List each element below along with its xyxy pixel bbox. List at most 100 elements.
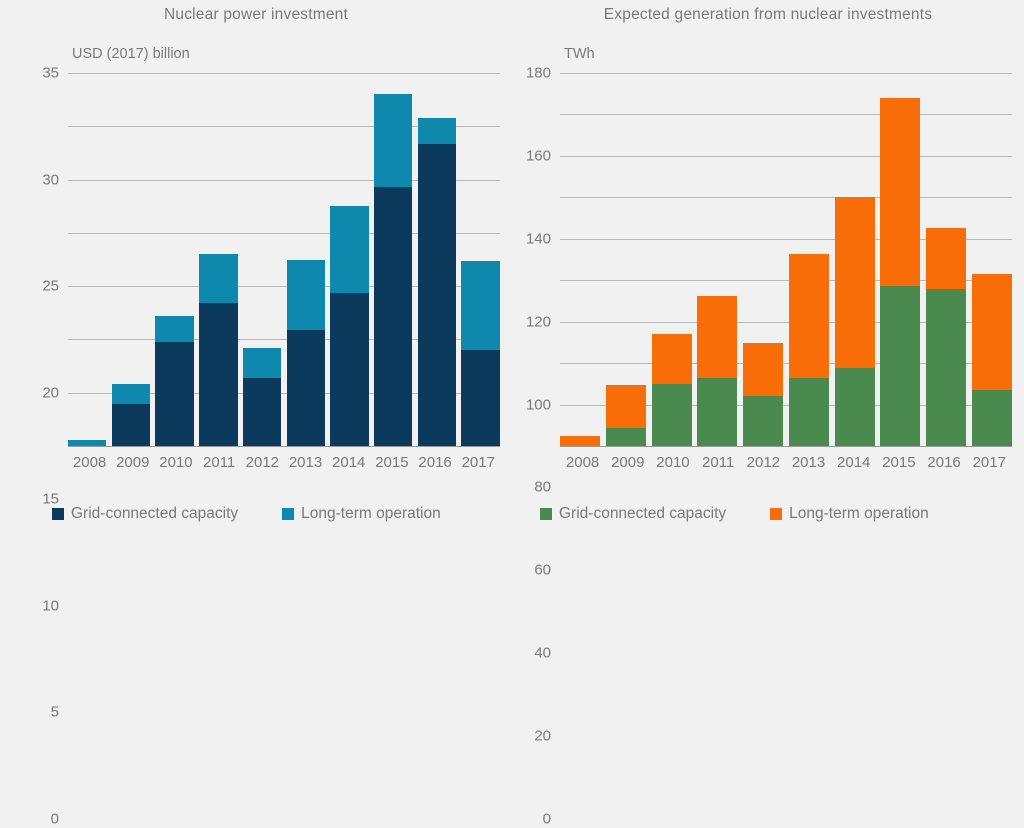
bar-segment-long-term-operation[interactable] bbox=[971, 274, 1012, 391]
right-y-tick-label: 140 bbox=[525, 230, 551, 248]
bar-segment-long-term-operation[interactable] bbox=[743, 343, 784, 397]
right-chart-panel: Expected generation from nuclear investm… bbox=[512, 0, 1024, 828]
bar-column-2013[interactable] bbox=[286, 73, 326, 446]
right-chart-title: Expected generation from nuclear investm… bbox=[603, 6, 933, 23]
bar-segment-grid-connected-capacity[interactable] bbox=[330, 292, 369, 446]
bar-segment-grid-connected-capacity[interactable] bbox=[199, 303, 238, 446]
bar-segment-long-term-operation[interactable] bbox=[880, 97, 921, 287]
left-y-tick-label: 30 bbox=[42, 171, 59, 189]
bar-segment-grid-connected-capacity[interactable] bbox=[417, 144, 457, 446]
left-axis-unit-label: USD (2017) billion bbox=[72, 46, 190, 62]
x-tick-label-2015: 2015 bbox=[882, 454, 916, 471]
bar-segment-long-term-operation[interactable] bbox=[155, 316, 194, 342]
bar-segment-grid-connected-capacity[interactable] bbox=[461, 350, 500, 446]
bar-column-2010[interactable] bbox=[155, 73, 194, 446]
legend-label: Long-term operation bbox=[301, 505, 441, 522]
bar-column-2012[interactable] bbox=[743, 73, 784, 446]
x-tick-label-2010: 2010 bbox=[159, 454, 193, 471]
bar-segment-grid-connected-capacity[interactable] bbox=[697, 377, 738, 446]
bar-segment-long-term-operation[interactable] bbox=[605, 384, 646, 429]
x-tick-label-2008: 2008 bbox=[72, 454, 107, 471]
legend-label: Grid-connected capacity bbox=[71, 505, 239, 522]
bar-segment-long-term-operation[interactable] bbox=[374, 94, 413, 188]
bar-segment-grid-connected-capacity[interactable] bbox=[286, 329, 326, 446]
left-gridline: 35 bbox=[42, 65, 500, 82]
bar-column-2016[interactable] bbox=[417, 73, 457, 446]
bar-segment-long-term-operation[interactable] bbox=[834, 197, 875, 369]
bar-segment-grid-connected-capacity[interactable] bbox=[743, 396, 784, 446]
left-plot-area: 0 5 10 15 20 25 30 35 2008 2009 2010 2011 2012 2013 2… bbox=[42, 65, 500, 828]
left-legend: Grid-connected capacity Long-term operati… bbox=[52, 505, 485, 523]
x-tick-label-2014: 2014 bbox=[332, 454, 366, 471]
legend-item-grid-connected-capacity[interactable]: Grid-connected capacity bbox=[540, 505, 726, 523]
x-tick-label-2016: 2016 bbox=[927, 454, 961, 471]
bar-segment-grid-connected-capacity[interactable] bbox=[834, 368, 875, 446]
bar-segment-grid-connected-capacity[interactable] bbox=[155, 341, 194, 446]
right-y-tick-label: 40 bbox=[534, 644, 551, 662]
bar-segment-long-term-operation[interactable] bbox=[560, 436, 601, 446]
x-tick-label-2017: 2017 bbox=[972, 454, 1006, 471]
bar-segment-long-term-operation[interactable] bbox=[788, 254, 829, 378]
bar-segment-grid-connected-capacity[interactable] bbox=[374, 187, 413, 446]
x-tick-label-2012: 2012 bbox=[746, 454, 781, 471]
x-tick-label-2009: 2009 bbox=[611, 454, 645, 471]
bar-segment-long-term-operation[interactable] bbox=[330, 206, 369, 293]
bar-column-2011[interactable] bbox=[697, 73, 738, 446]
x-tick-label-2013: 2013 bbox=[791, 454, 826, 471]
bar-segment-grid-connected-capacity[interactable] bbox=[242, 377, 282, 446]
bar-column-2017[interactable] bbox=[971, 73, 1012, 446]
bar-segment-long-term-operation[interactable] bbox=[286, 259, 326, 330]
right-bars-group bbox=[560, 73, 1012, 446]
legend-item-long-term-operation[interactable]: Long-term operation bbox=[770, 505, 929, 523]
bar-segment-long-term-operation[interactable] bbox=[461, 260, 500, 351]
bar-column-2015[interactable] bbox=[880, 73, 921, 446]
right-y-tick-label: 120 bbox=[525, 313, 551, 331]
bar-segment-grid-connected-capacity[interactable] bbox=[880, 286, 921, 446]
bar-column-2008[interactable] bbox=[68, 73, 107, 446]
left-y-tick-label: 0 bbox=[50, 810, 59, 828]
bar-segment-long-term-operation[interactable] bbox=[651, 334, 692, 384]
left-x-axis-ticks: 2008 2009 2010 2011 2012 2013 2014 2015 2016 2017 bbox=[68, 454, 500, 471]
left-gridline: 15 bbox=[42, 286, 500, 508]
bar-segment-grid-connected-capacity[interactable] bbox=[605, 428, 646, 446]
bar-segment-long-term-operation[interactable] bbox=[111, 384, 151, 405]
bar-segment-long-term-operation[interactable] bbox=[417, 117, 457, 145]
bar-segment-long-term-operation[interactable] bbox=[926, 228, 967, 289]
bar-column-2009[interactable] bbox=[605, 73, 646, 446]
bar-segment-grid-connected-capacity[interactable] bbox=[651, 383, 692, 446]
bar-column-2008[interactable] bbox=[560, 73, 601, 446]
bar-segment-long-term-operation[interactable] bbox=[697, 295, 738, 378]
bar-column-2015[interactable] bbox=[374, 73, 413, 446]
legend-label: Grid-connected capacity bbox=[559, 505, 727, 522]
right-gridline: 160 bbox=[526, 114, 1012, 164]
left-gridline: 25 bbox=[42, 179, 500, 295]
legend-item-grid-connected-capacity[interactable]: Grid-connected capacity bbox=[52, 505, 238, 523]
right-plot-area: 0 20 40 60 80 100 120 140 160 180 2008 2009 2010 201… bbox=[526, 65, 1012, 828]
bar-column-2009[interactable] bbox=[111, 73, 151, 446]
right-legend: Grid-connected capacity Long-term operati… bbox=[540, 505, 973, 523]
right-y-tick-label: 60 bbox=[534, 561, 551, 579]
right-x-axis-ticks: 2008 2009 2010 2011 2012 2013 2014 2015 2016 2017 bbox=[560, 454, 1012, 471]
bar-column-2013[interactable] bbox=[788, 73, 829, 446]
bar-segment-grid-connected-capacity[interactable] bbox=[111, 404, 151, 446]
bar-column-2014[interactable] bbox=[834, 73, 875, 446]
bar-segment-grid-connected-capacity[interactable] bbox=[926, 288, 967, 446]
bar-segment-grid-connected-capacity[interactable] bbox=[788, 377, 829, 446]
bar-segment-long-term-operation[interactable] bbox=[242, 347, 282, 378]
bar-column-2012[interactable] bbox=[242, 73, 282, 446]
bar-segment-long-term-operation[interactable] bbox=[68, 439, 107, 446]
bar-column-2014[interactable] bbox=[330, 73, 369, 446]
right-gridline: 120 bbox=[526, 197, 1012, 330]
bar-segment-grid-connected-capacity[interactable] bbox=[971, 390, 1012, 446]
x-tick-label-2015: 2015 bbox=[375, 454, 409, 471]
x-tick-label-2014: 2014 bbox=[837, 454, 871, 471]
bar-column-2017[interactable] bbox=[461, 73, 500, 446]
legend-item-long-term-operation[interactable]: Long-term operation bbox=[282, 505, 441, 523]
bar-column-2016[interactable] bbox=[926, 73, 967, 446]
bar-segment-long-term-operation[interactable] bbox=[199, 254, 238, 304]
left-y-tick-label: 15 bbox=[42, 490, 59, 508]
right-y-tick-label: 0 bbox=[542, 810, 551, 828]
bar-column-2011[interactable] bbox=[199, 73, 238, 446]
bar-column-2010[interactable] bbox=[651, 73, 692, 446]
x-tick-label-2017: 2017 bbox=[461, 454, 495, 471]
